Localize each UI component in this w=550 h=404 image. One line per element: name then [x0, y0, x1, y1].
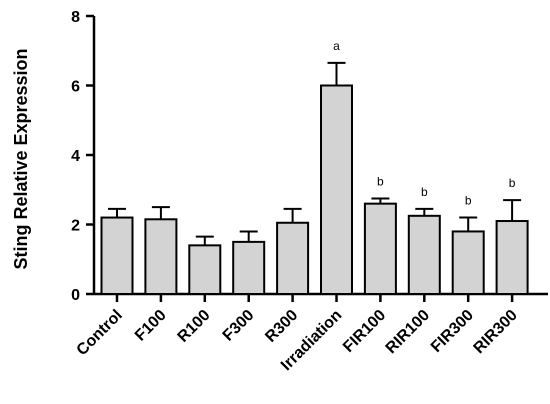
bar-r100: [188, 244, 222, 296]
x-tick-label: RIR100: [383, 307, 433, 357]
y-tick-label: 4: [71, 148, 80, 165]
bar-rir300: [495, 220, 529, 295]
significance-label: b: [465, 194, 472, 208]
significance-label: b: [509, 176, 516, 190]
y-tick-label: 0: [71, 287, 80, 304]
bar-fir300: [451, 230, 485, 295]
bar-f100: [144, 218, 178, 296]
y-axis-title: Sting Relative Expression: [11, 48, 31, 269]
bar-rir100: [407, 214, 441, 295]
x-tick-label: F300: [220, 307, 258, 345]
bars: [100, 61, 529, 296]
y-tick-label: 8: [71, 9, 80, 26]
x-tick-label: Control: [74, 307, 126, 359]
significance-label: b: [421, 185, 428, 199]
bar-control: [100, 216, 134, 295]
x-tick-label: FIR100: [340, 307, 389, 356]
x-tick-label: F100: [132, 307, 170, 345]
bar-r300: [276, 221, 310, 295]
x-tick-label: R300: [262, 307, 301, 346]
significance-label: b: [377, 174, 384, 188]
y-axis-title-group: Sting Relative Expression: [11, 48, 31, 269]
x-tick-label: FIR300: [428, 307, 477, 356]
x-tick-label: R100: [175, 307, 214, 346]
y-tick-label: 6: [71, 79, 80, 96]
x-tick-label: RIR300: [471, 307, 521, 357]
bar-f300: [232, 240, 266, 295]
significance-label: a: [333, 39, 340, 53]
bar-fir100: [363, 202, 397, 295]
y-tick-label: 2: [71, 218, 80, 235]
bar-irradiation: [320, 84, 353, 295]
